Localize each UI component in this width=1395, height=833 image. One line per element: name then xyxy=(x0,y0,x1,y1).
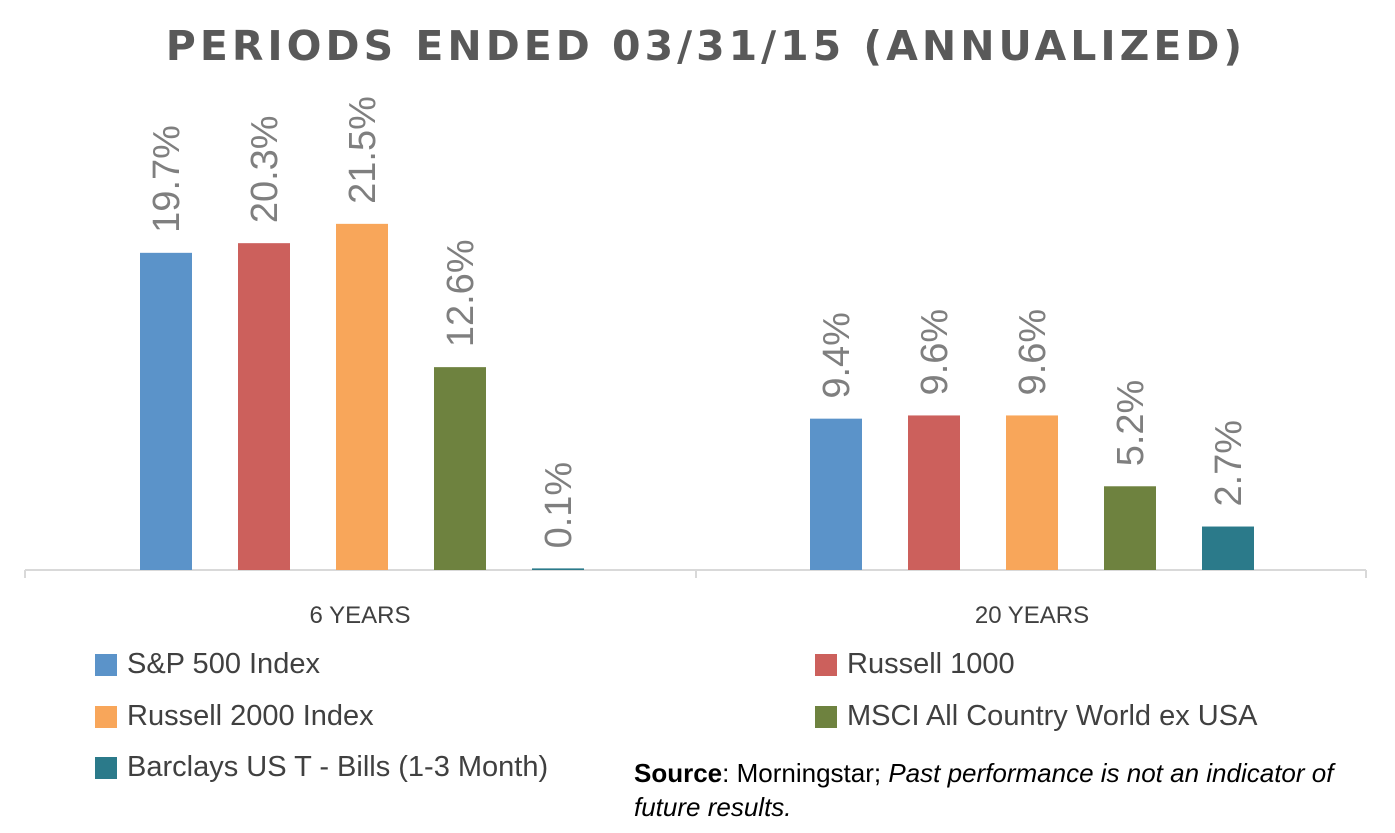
legend-label: Russell 1000 xyxy=(847,648,1015,680)
data-label: 12.6% xyxy=(440,239,482,347)
bar xyxy=(532,568,584,570)
legend-label: S&P 500 Index xyxy=(127,648,320,680)
legend-item: Russell 1000 xyxy=(815,648,1015,681)
category-label: 20 YEARS xyxy=(975,602,1089,629)
bar xyxy=(908,415,960,570)
data-label: 9.6% xyxy=(914,309,956,396)
x-axis xyxy=(24,569,1367,578)
legend-item: Barclays US T - Bills (1-3 Month) xyxy=(95,751,548,784)
legend-swatch xyxy=(815,705,837,728)
bar-chart: PERIODS ENDED 03/31/15 (ANNUALIZED) 19.7… xyxy=(24,22,1367,629)
source-text: : Morningstar; xyxy=(722,758,889,788)
bars xyxy=(140,223,1254,571)
data-label: 21.5% xyxy=(342,96,384,204)
legend-swatch xyxy=(95,756,117,779)
legend-item: Russell 2000 Index xyxy=(95,700,374,733)
data-label: 0.1% xyxy=(538,462,580,549)
bar xyxy=(336,223,388,570)
data-label: 9.6% xyxy=(1012,309,1054,396)
bar xyxy=(140,252,192,570)
data-label: 19.7% xyxy=(146,125,188,233)
legend-swatch xyxy=(95,705,117,728)
source-note: Source: Morningstar; Past performance is… xyxy=(634,756,1334,824)
data-label: 20.3% xyxy=(244,115,286,223)
bar xyxy=(1006,415,1058,570)
legend-label: Russell 2000 Index xyxy=(127,700,374,732)
bar xyxy=(1202,526,1254,570)
legend-label: MSCI All Country World ex USA xyxy=(847,700,1258,732)
data-label: 5.2% xyxy=(1110,380,1152,467)
bar xyxy=(810,418,862,570)
legend-item: S&P 500 Index xyxy=(95,648,320,681)
data-label: 9.4% xyxy=(816,312,858,399)
bar xyxy=(238,243,290,571)
legend-swatch xyxy=(95,653,117,676)
bar xyxy=(1104,486,1156,570)
category-labels: 6 YEARS 20 YEARS xyxy=(310,602,1090,629)
source-label: Source xyxy=(634,758,723,788)
data-labels: 19.7% 20.3% 21.5% 12.6% 0.1% 9.4% 9.6% 9.6% 5.2%… xyxy=(146,96,1250,548)
legend-label: Barclays US T - Bills (1-3 Month) xyxy=(127,751,549,783)
data-label: 2.7% xyxy=(1208,420,1250,507)
legend-swatch xyxy=(815,653,837,676)
disclaimer-text: Past performance is not an indicator of … xyxy=(634,758,1334,822)
category-label: 6 YEARS xyxy=(310,602,411,629)
chart-title: PERIODS ENDED 03/31/15 (ANNUALIZED) xyxy=(166,22,1246,70)
bar xyxy=(434,367,486,570)
legend-item: MSCI All Country World ex USA xyxy=(815,700,1257,733)
